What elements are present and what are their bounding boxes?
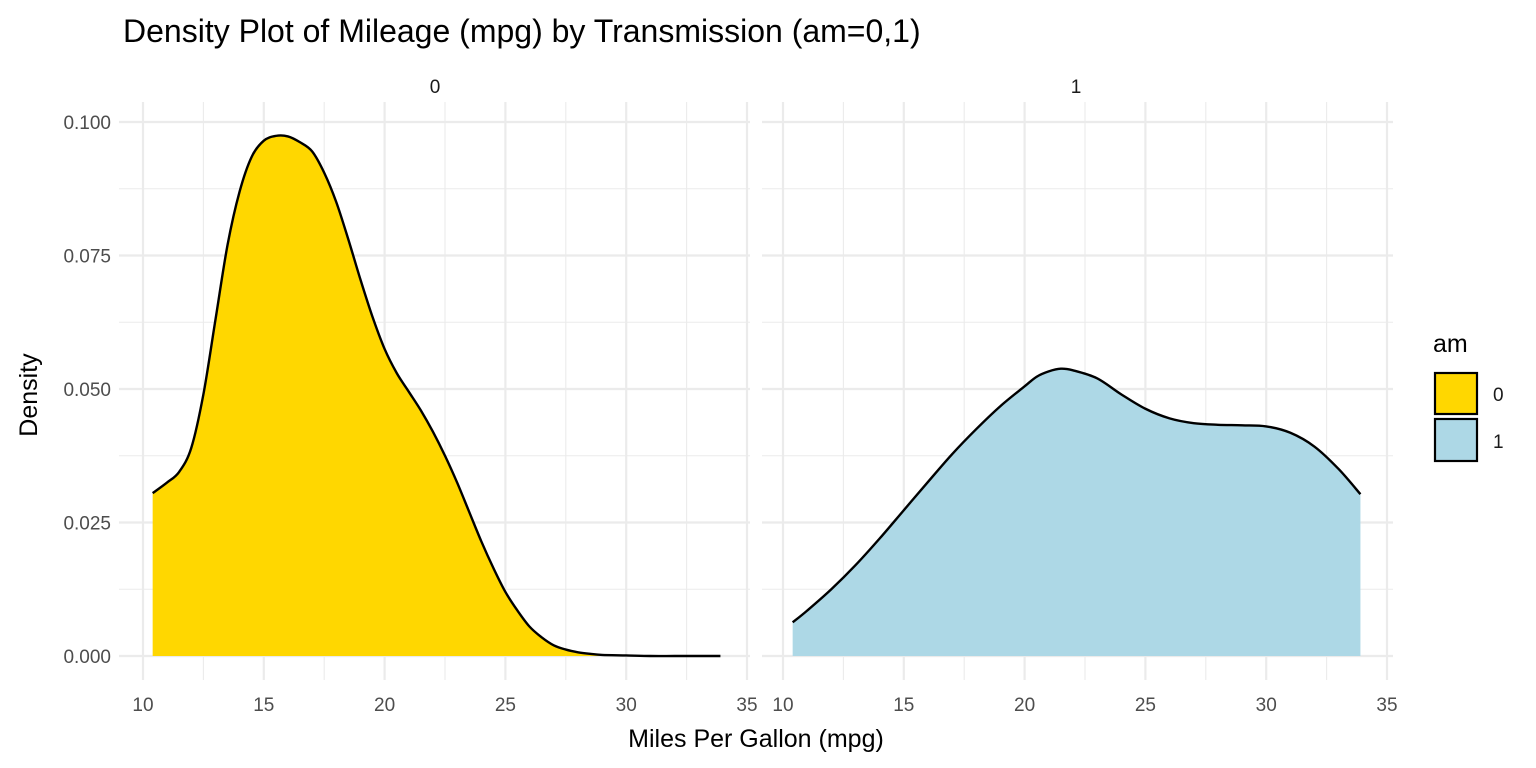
y-tick-label: 0.025 — [63, 514, 111, 535]
density-area-1 — [792, 368, 1361, 656]
x-tick-label: 30 — [616, 695, 637, 716]
facet-strip-label-0: 0 — [430, 77, 441, 98]
density-area-0 — [152, 135, 721, 657]
x-tick-label: 10 — [132, 695, 153, 716]
panel-1-marks — [791, 367, 1362, 656]
x-tick-label: 25 — [1135, 695, 1156, 716]
x-axis-tick-labels-panel-0: 10 15 20 25 30 35 — [132, 695, 757, 716]
x-tick-label: 30 — [1256, 695, 1277, 716]
legend-label-1: 1 — [1493, 432, 1504, 453]
x-tick-label: 35 — [1376, 695, 1397, 716]
chart-title: Density Plot of Mileage (mpg) by Transmi… — [123, 13, 921, 49]
legend: am 0 1 — [1433, 330, 1504, 463]
density-line-1 — [791, 367, 1362, 624]
y-tick-label: 0.050 — [63, 380, 111, 401]
y-tick-label: 0.000 — [63, 647, 111, 668]
y-tick-label: 0.075 — [63, 247, 111, 268]
x-tick-label: 10 — [772, 695, 793, 716]
x-tick-label: 15 — [893, 695, 914, 716]
x-tick-label: 35 — [736, 695, 757, 716]
legend-title: am — [1433, 330, 1468, 358]
legend-label-0: 0 — [1493, 385, 1504, 406]
panel-0-marks — [151, 134, 721, 658]
x-axis-tick-labels-panel-1: 10 15 20 25 30 35 — [772, 695, 1397, 716]
y-tick-label: 0.100 — [63, 113, 111, 134]
x-tick-label: 20 — [374, 695, 395, 716]
legend-key-0 — [1433, 371, 1479, 416]
facet-strip-label-1: 1 — [1071, 77, 1082, 98]
density-line-0 — [151, 134, 721, 658]
x-tick-label: 25 — [495, 695, 516, 716]
x-tick-label: 15 — [253, 695, 274, 716]
legend-key-1 — [1433, 417, 1479, 463]
y-axis-tick-labels: 0.000 0.025 0.050 0.075 0.100 — [63, 113, 111, 668]
x-axis-title: Miles Per Gallon (mpg) — [628, 725, 884, 753]
y-axis-title: Density — [15, 353, 43, 437]
facet-panel-1: 1 — [762, 77, 1393, 680]
x-tick-label: 20 — [1014, 695, 1035, 716]
facet-panel-0: 0 — [119, 77, 750, 680]
